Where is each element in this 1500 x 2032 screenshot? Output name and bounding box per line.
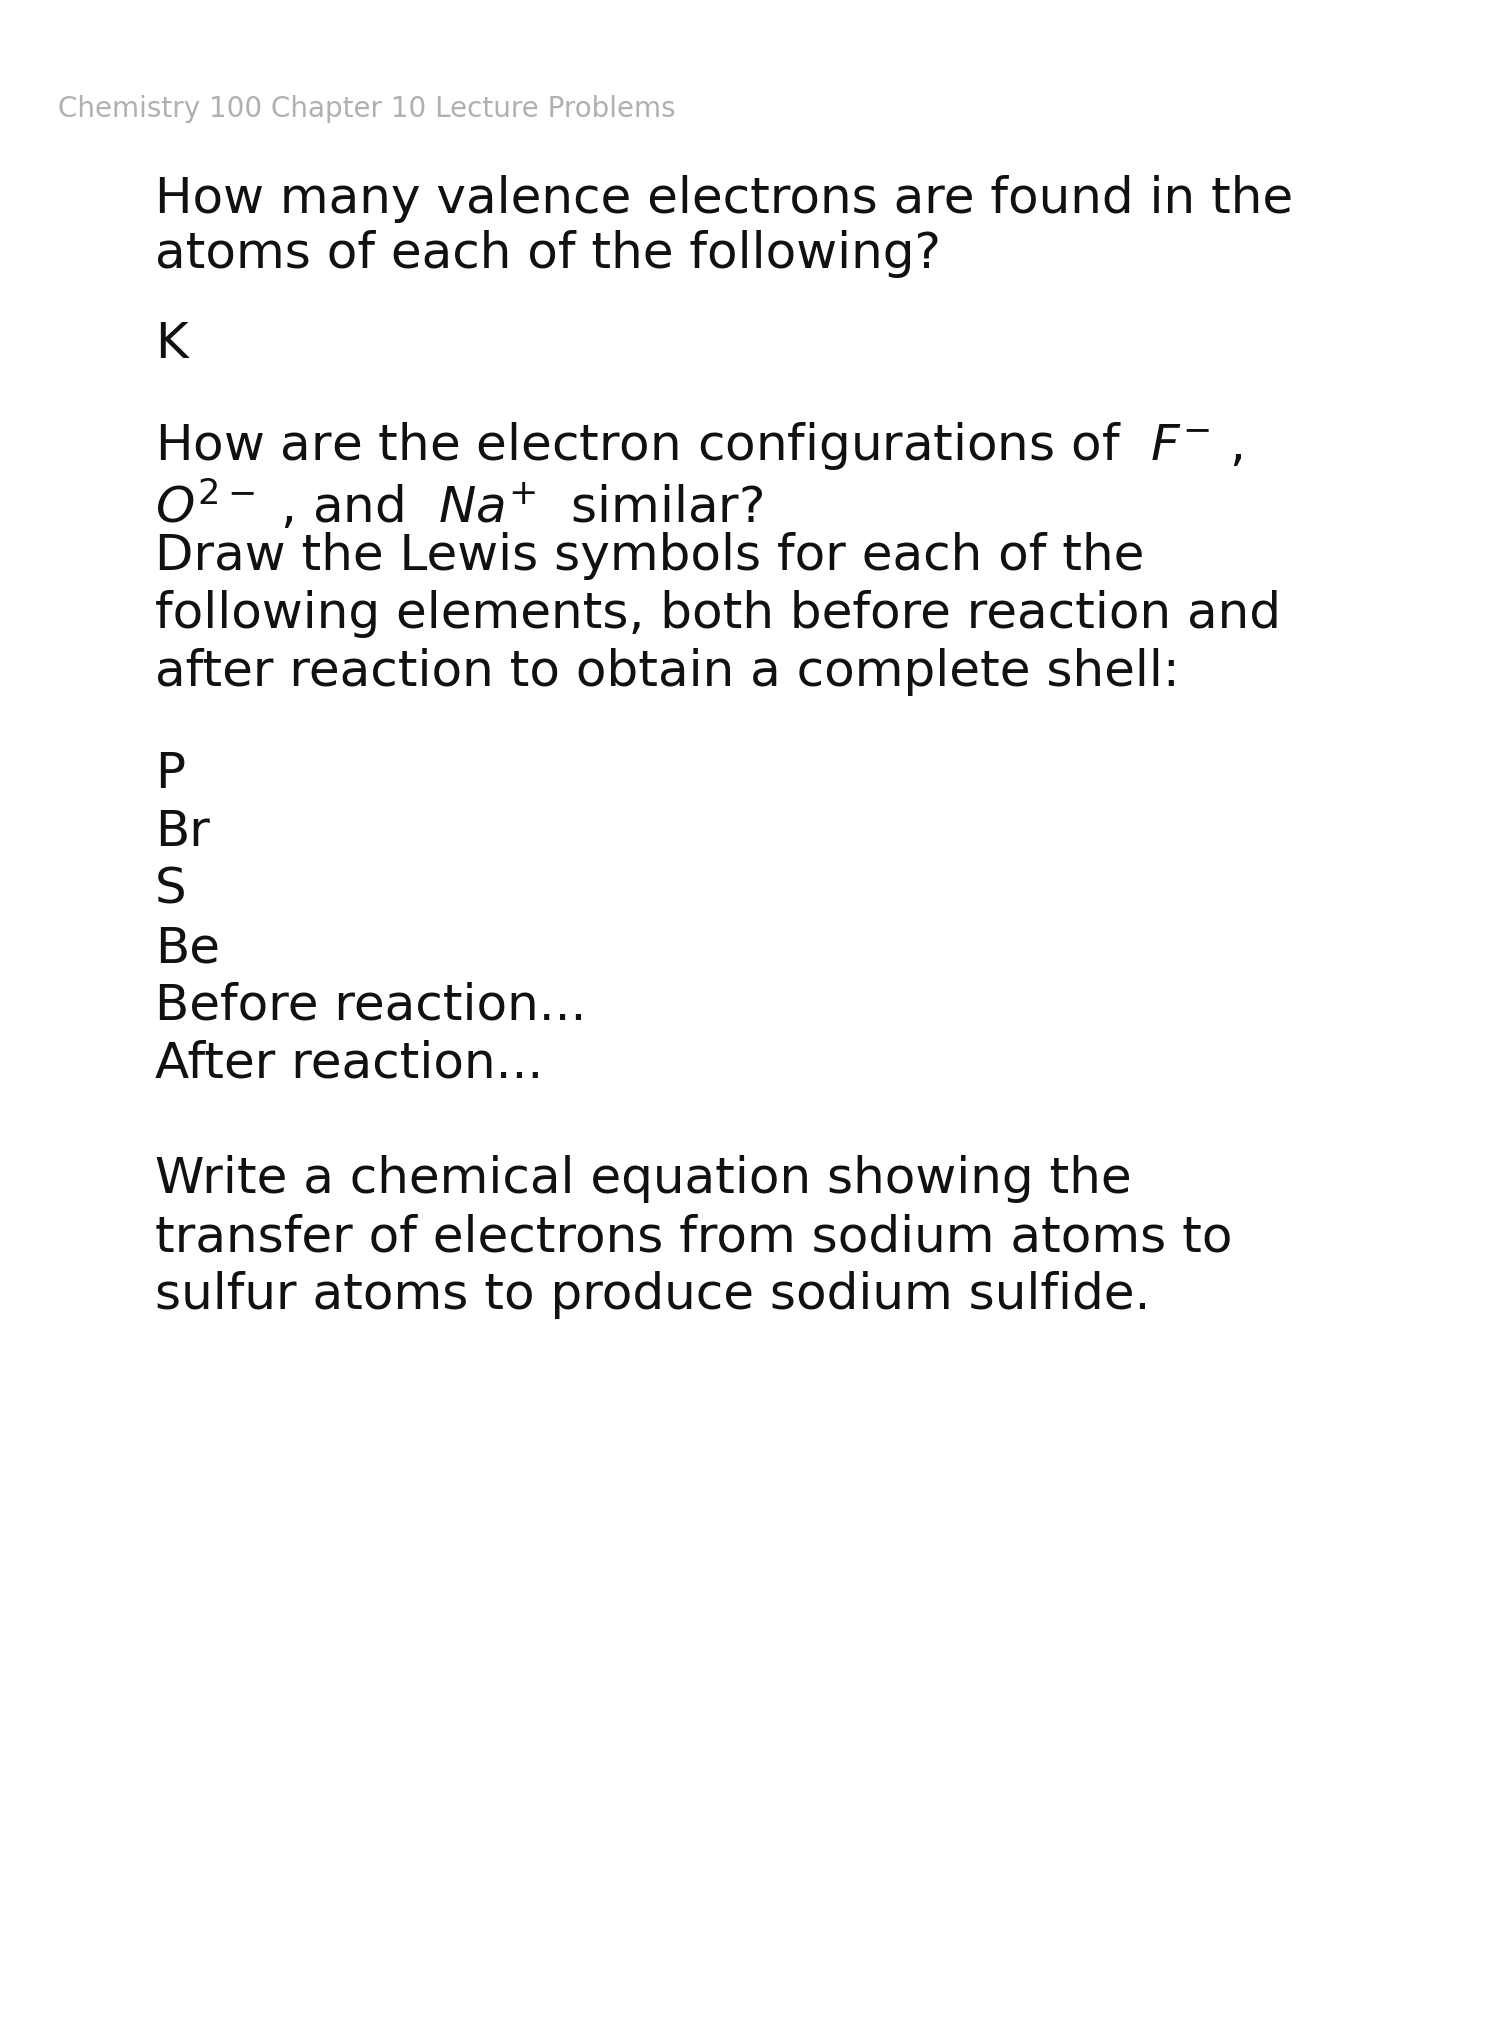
Text: sulfur atoms to produce sodium sulfide.: sulfur atoms to produce sodium sulfide. — [154, 1270, 1150, 1319]
Text: Write a chemical equation showing the: Write a chemical equation showing the — [154, 1154, 1131, 1203]
Text: After reaction...: After reaction... — [154, 1040, 543, 1087]
Text: following elements, both before reaction and: following elements, both before reaction… — [154, 589, 1281, 638]
Text: $O^{2-}$ , and  $Na^{+}$  similar?: $O^{2-}$ , and $Na^{+}$ similar? — [154, 478, 764, 532]
Text: Before reaction...: Before reaction... — [154, 981, 586, 1030]
Text: atoms of each of the following?: atoms of each of the following? — [154, 230, 940, 278]
Text: Chemistry 100 Chapter 10 Lecture Problems: Chemistry 100 Chapter 10 Lecture Problem… — [58, 96, 675, 124]
Text: How are the electron configurations of  $F^{-}$ ,: How are the electron configurations of $… — [154, 421, 1242, 471]
Text: after reaction to obtain a complete shell:: after reaction to obtain a complete shel… — [154, 648, 1179, 697]
Text: P: P — [154, 750, 184, 799]
Text: Be: Be — [154, 925, 220, 971]
Text: transfer of electrons from sodium atoms to: transfer of electrons from sodium atoms … — [154, 1213, 1233, 1262]
Text: S: S — [154, 866, 186, 914]
Text: Draw the Lewis symbols for each of the: Draw the Lewis symbols for each of the — [154, 532, 1144, 579]
Text: How many valence electrons are found in the: How many valence electrons are found in … — [154, 175, 1293, 224]
Text: Br: Br — [154, 809, 210, 855]
Text: K: K — [154, 319, 188, 368]
